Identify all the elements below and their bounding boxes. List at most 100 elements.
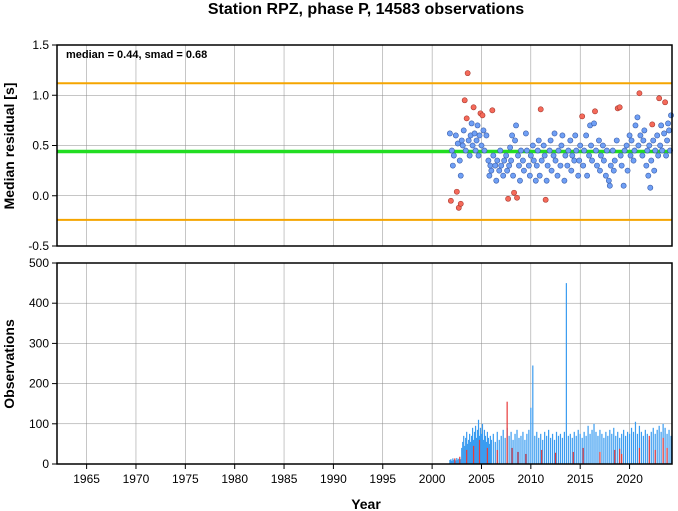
observation-bar	[623, 429, 625, 464]
observation-bar	[542, 439, 544, 464]
residual-point	[607, 162, 614, 169]
residual-point	[651, 167, 658, 174]
observation-bar	[654, 433, 656, 464]
residual-point	[654, 132, 661, 139]
residual-point	[498, 162, 505, 169]
residual-point	[618, 162, 625, 169]
observation-bar	[494, 441, 496, 464]
outlier-point	[579, 113, 586, 120]
residual-points	[446, 70, 674, 211]
year-x-tick-label: 1970	[123, 472, 150, 486]
residual-y-tick-label: 0.5	[32, 139, 49, 153]
residual-point	[487, 162, 494, 169]
residual-point	[462, 147, 469, 154]
observation-bar	[536, 431, 538, 464]
residual-point	[460, 127, 467, 134]
residual-point	[476, 132, 483, 139]
flagged-observation-bar	[517, 451, 519, 464]
outlier-point	[470, 104, 477, 111]
residual-point	[575, 172, 582, 179]
residual-point	[610, 167, 617, 174]
residual-point	[452, 132, 459, 139]
outlier-point	[537, 106, 544, 113]
observation-bar	[605, 431, 607, 464]
outlier-point	[616, 104, 623, 111]
residual-point	[663, 152, 669, 159]
residual-point	[621, 147, 628, 154]
residual-point	[583, 132, 590, 139]
year-x-tick-label: 1975	[172, 472, 199, 486]
residual-point	[643, 162, 650, 169]
outlier-point	[447, 197, 454, 204]
residual-point	[551, 130, 558, 137]
observation-bar	[658, 425, 660, 464]
observation-bar	[480, 433, 483, 464]
residual-point	[666, 127, 672, 134]
observation-bar	[490, 439, 492, 464]
residual-point	[538, 157, 545, 164]
residual-point	[534, 147, 541, 154]
year-x-tick-label: 1980	[221, 472, 248, 486]
observation-bar	[557, 435, 560, 464]
residual-point	[544, 162, 551, 169]
observation-bar	[551, 433, 554, 464]
residual-point	[508, 157, 514, 164]
residual-y-tick-label: 1.0	[32, 88, 49, 102]
residual-point	[486, 172, 493, 179]
observation-bar	[670, 435, 672, 464]
year-x-tick-label: 1965	[73, 472, 100, 486]
flagged-observation-bar	[619, 448, 621, 464]
observation-bar	[607, 435, 609, 464]
residual-point	[494, 157, 501, 164]
observations-y-tick-label: 100	[29, 417, 49, 431]
residual-point	[626, 132, 633, 139]
flagged-observation-bar	[541, 449, 543, 464]
observation-bar	[508, 435, 510, 464]
observation-bar	[632, 431, 635, 464]
observation-bar	[471, 435, 473, 464]
observation-bar	[498, 439, 500, 464]
observation-bar	[561, 437, 564, 464]
reference-lines	[57, 82, 672, 221]
flagged-observation-bar	[472, 445, 475, 464]
residual-point	[513, 122, 519, 129]
residual-point	[602, 172, 609, 179]
observation-bar	[487, 437, 489, 464]
observation-bar	[461, 447, 463, 464]
observation-bar	[595, 431, 597, 464]
observation-bar	[581, 437, 583, 464]
observation-bar	[538, 437, 540, 464]
observation-bar	[621, 433, 623, 464]
residual-point	[665, 120, 671, 127]
observation-bar	[638, 425, 641, 464]
observation-bar	[473, 431, 476, 464]
observation-bar	[469, 433, 471, 464]
residual-y-tick-label: 0.0	[32, 189, 49, 203]
residual-y-tick-label: 1.5	[32, 38, 49, 52]
observation-bar	[465, 437, 467, 464]
observation-bar	[625, 435, 627, 464]
residual-point	[515, 152, 521, 159]
outlier-point	[461, 97, 468, 104]
observation-bar	[452, 458, 454, 464]
observations-y-tick-label: 300	[29, 336, 49, 350]
residual-point	[620, 182, 627, 189]
observation-bar	[615, 435, 617, 464]
observation-bar	[549, 437, 552, 464]
flagged-observation-bar	[486, 447, 489, 464]
observation-bar	[577, 429, 579, 464]
observation-bar	[640, 431, 642, 464]
observation-bar	[514, 433, 516, 464]
observation-bar	[526, 433, 528, 464]
observation-bar	[492, 433, 494, 464]
residual-point	[561, 177, 568, 184]
residual-y-ticks: -0.5 0.0 0.5 1.0 1.5	[28, 38, 57, 253]
residual-point	[631, 147, 638, 154]
observation-bar	[476, 429, 479, 464]
residual-point	[450, 152, 457, 159]
flagged-observation-bar	[614, 449, 616, 464]
residual-point	[644, 147, 651, 154]
observation-bar	[462, 441, 464, 464]
residual-point	[516, 162, 522, 169]
